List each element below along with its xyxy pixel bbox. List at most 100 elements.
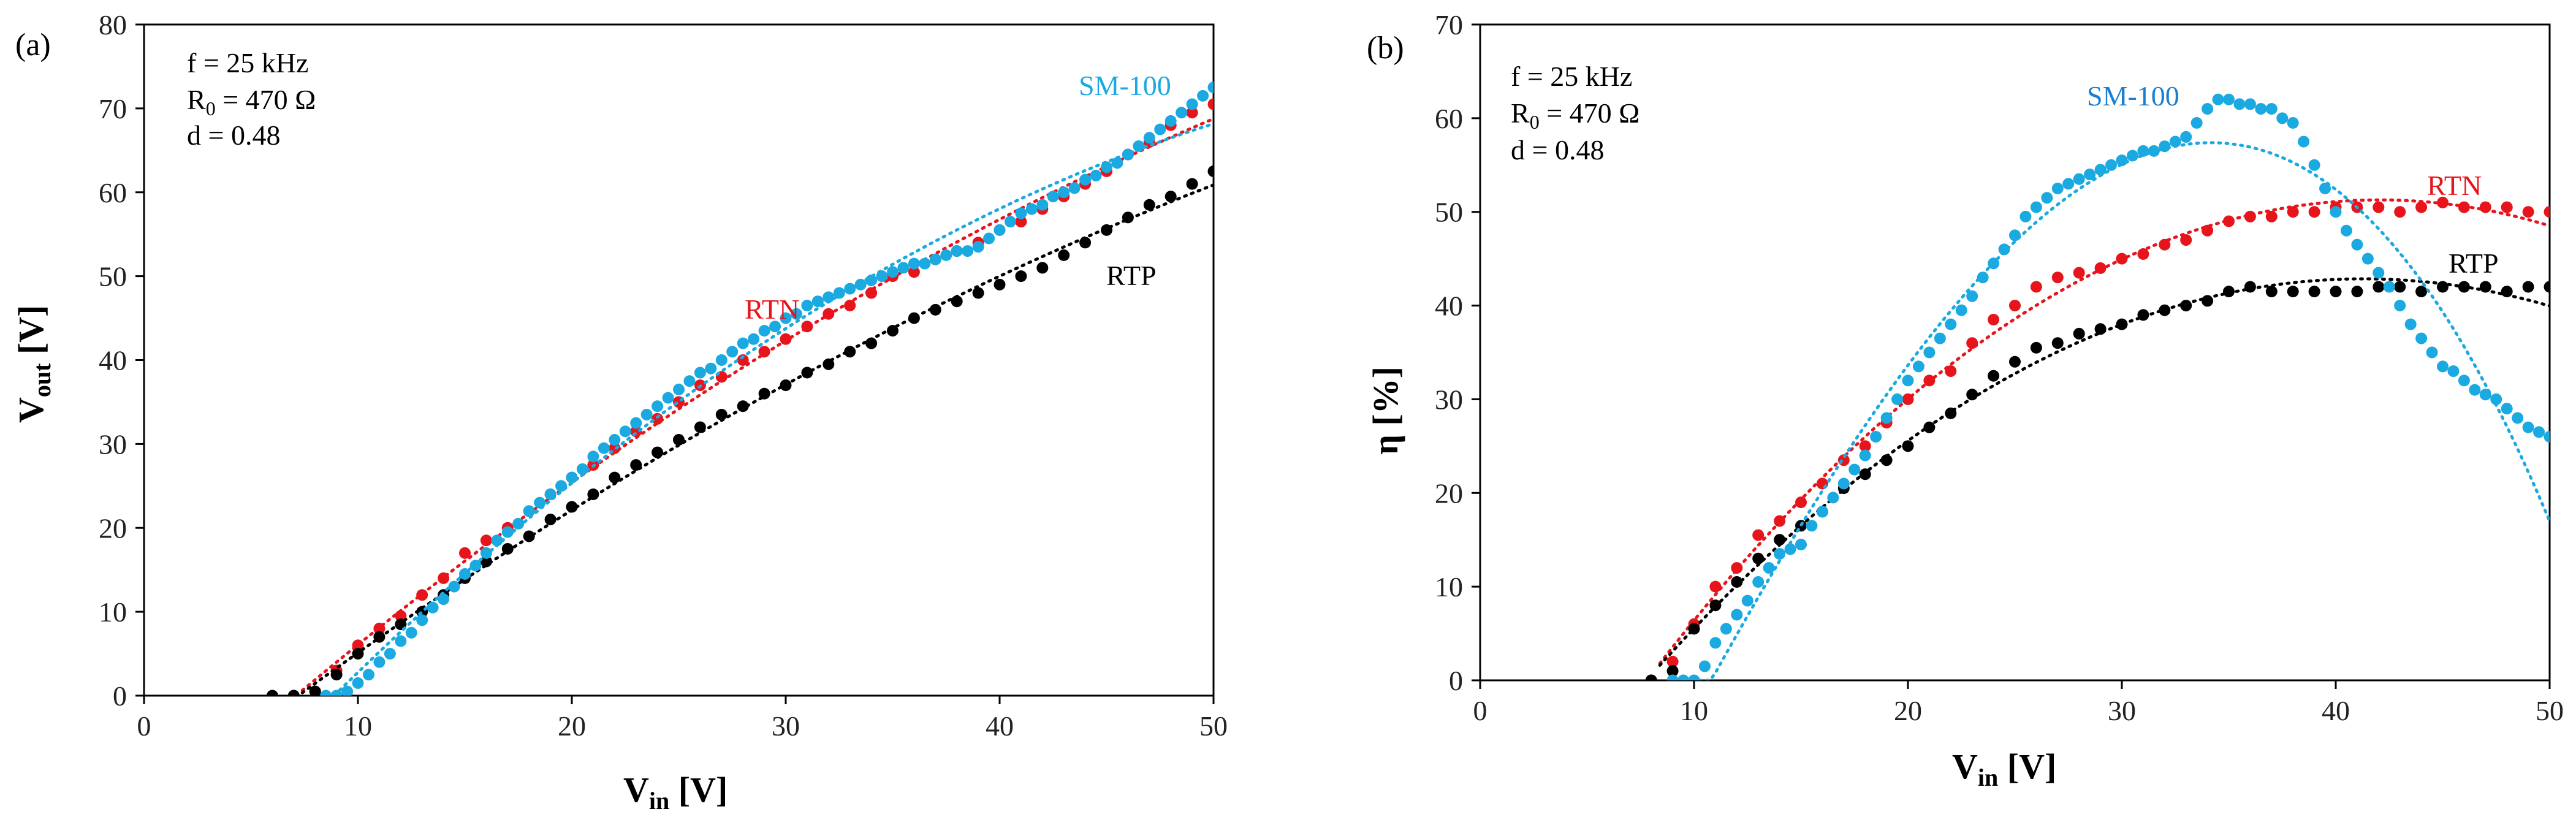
point-rtn: [2437, 196, 2449, 208]
point-rtp: [673, 434, 685, 446]
y-tick-label: 60: [99, 177, 127, 208]
point-rtn: [1186, 107, 1198, 119]
point-rtn: [1207, 98, 1214, 110]
point-sm100: [1966, 290, 1978, 302]
point-rtp: [373, 631, 386, 643]
point-sm100: [2233, 98, 2246, 110]
x-axis-label-a: Vin [V]: [623, 770, 728, 815]
point-sm100: [438, 593, 450, 606]
trendline-rtn: [300, 117, 1214, 692]
x-tick-label: 30: [2108, 695, 2136, 726]
point-sm100: [1207, 82, 1214, 94]
point-rtp: [1122, 211, 1134, 224]
series-group-a: [266, 82, 1214, 696]
point-sm100: [491, 534, 503, 547]
point-rtn: [844, 300, 856, 312]
point-sm100: [780, 312, 792, 324]
point-rtp: [2415, 286, 2428, 298]
point-rtp: [309, 685, 321, 696]
point-rtp: [823, 358, 835, 370]
point-sm100: [1004, 216, 1016, 228]
point-rtp: [630, 459, 642, 471]
point-sm100: [448, 580, 460, 593]
y-tick-label: 80: [99, 9, 127, 40]
point-rtn: [1774, 515, 1786, 527]
y-tick-label: 30: [1435, 384, 1463, 415]
point-sm100: [1806, 520, 1818, 532]
annotation-a-duty: d = 0.48: [187, 120, 280, 151]
x-tick-label: 10: [1680, 695, 1708, 726]
y-tick-label: 10: [99, 596, 127, 628]
point-sm100: [330, 690, 343, 696]
point-rtp: [544, 514, 557, 526]
point-sm100: [2255, 103, 2267, 115]
point-sm100: [2212, 93, 2224, 105]
trendline-sm100: [1690, 141, 2550, 680]
point-rtp: [2094, 323, 2107, 335]
point-sm100: [1068, 182, 1081, 194]
point-sm100: [362, 669, 374, 681]
point-sm100: [1677, 674, 1690, 680]
point-sm100: [673, 383, 685, 395]
point-sm100: [876, 270, 888, 283]
point-sm100: [555, 480, 568, 492]
point-sm100: [1955, 304, 1967, 316]
point-sm100: [619, 425, 631, 438]
point-sm100: [2319, 183, 2331, 194]
axis-ticks-b: 0 10 20 30 40 50 0 10 20 30 40 50 60 70: [1435, 9, 2564, 726]
point-sm100: [1720, 623, 1732, 635]
point-rtn: [2116, 253, 2128, 265]
x-tick-label: 0: [137, 710, 151, 742]
point-rtn: [1795, 496, 1807, 509]
point-sm100: [2426, 346, 2438, 359]
point-sm100: [726, 346, 739, 358]
point-sm100: [2148, 145, 2160, 157]
point-rtp: [2458, 281, 2470, 293]
point-sm100: [865, 274, 878, 286]
x-tick-label: 40: [986, 710, 1014, 742]
x-tick-label: 40: [2322, 695, 2350, 726]
point-sm100: [1154, 123, 1166, 135]
point-rtn: [416, 589, 428, 601]
point-rtp: [287, 690, 300, 696]
point-sm100: [480, 547, 492, 559]
point-sm100: [2073, 173, 2085, 185]
point-sm100: [2340, 224, 2352, 237]
point-sm100: [2394, 300, 2406, 312]
point-sm100: [2159, 140, 2171, 153]
point-rtp: [2330, 286, 2342, 298]
point-rtn: [2009, 300, 2021, 312]
trendline-rtp: [300, 183, 1214, 694]
point-sm100: [373, 656, 386, 668]
point-sm100: [769, 321, 781, 333]
annotation-b-resistance: R0 = 470 Ω: [1511, 97, 1639, 133]
point-sm100: [2437, 360, 2449, 373]
x-tick-label: 20: [558, 710, 586, 742]
point-sm100: [2308, 159, 2320, 171]
y-tick-label: 40: [99, 345, 127, 376]
series-label-a-rtp: RTP: [1106, 260, 1157, 291]
point-sm100: [908, 257, 920, 270]
point-rtn: [865, 287, 878, 299]
point-rtp: [1966, 389, 1978, 401]
axis-ticks-a: 0 10 20 30 40 50 0 10 20 30 40 50 60 70 80: [99, 9, 1228, 742]
point-rtn: [2073, 267, 2085, 279]
point-sm100: [2522, 421, 2534, 433]
point-sm100: [1837, 477, 1850, 490]
point-sm100: [1090, 169, 1102, 181]
x-tick-label: 20: [1894, 695, 1922, 726]
point-sm100: [1197, 89, 1209, 102]
point-sm100: [833, 287, 845, 299]
chart-b: (b) 0 10 20 30 40 50 0 10 20 30 40 50 60 70 f = 25 kH…: [1366, 9, 2564, 791]
point-rtp: [1645, 674, 1657, 680]
point-rtn: [908, 266, 920, 278]
point-sm100: [951, 245, 963, 257]
point-rtp: [2287, 286, 2299, 298]
point-sm100: [2479, 389, 2491, 401]
plot-area-a: [143, 23, 1215, 697]
annotation-a-frequency: f = 25 kHz: [187, 47, 308, 78]
point-rtp: [1731, 576, 1743, 588]
point-sm100: [640, 408, 653, 420]
y-tick-label: 30: [99, 428, 127, 460]
point-sm100: [1133, 140, 1145, 152]
